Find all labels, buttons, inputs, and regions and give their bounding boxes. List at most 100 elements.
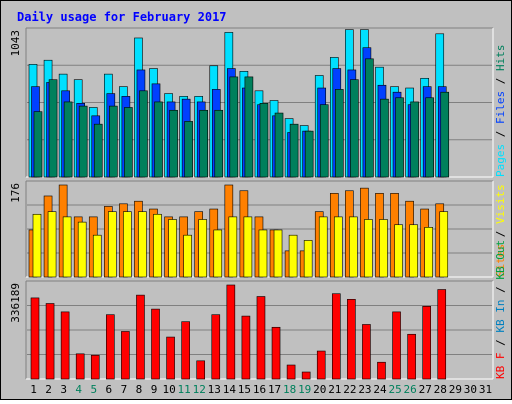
x-tick-day-16: 16	[253, 383, 266, 396]
kb-bar-kb-f-day-8	[136, 294, 145, 380]
legend-files: Files	[494, 91, 507, 124]
chart-title: Daily usage for February 2017	[17, 10, 227, 24]
kb-bar-kb-f-day-15	[241, 315, 251, 380]
visits-sites-bar-sites-day-9	[153, 213, 162, 278]
visits-sites-bar-sites-day-2	[47, 211, 57, 278]
kb-bar-kb-f-day-25	[392, 311, 401, 380]
kb-bar-kb-f-day-24	[377, 361, 386, 380]
kb-bar-kb-f-day-16	[256, 296, 266, 380]
visits-sites-bar-sites-day-14	[228, 216, 238, 278]
visits-sites-bar-sites-day-16	[258, 229, 268, 278]
kb-bar-kb-f-day-14	[226, 284, 236, 380]
visits-sites-bar-sites-day-11	[183, 234, 192, 278]
x-tick-day-13: 13	[208, 383, 221, 396]
visits-sites-legend: Sites / Visits	[494, 184, 507, 277]
x-tick-day-17: 17	[268, 383, 281, 396]
x-tick-day-29: 29	[449, 383, 462, 396]
kb-bar-kb-f-day-2	[45, 303, 55, 380]
kb-bar-kb-f-day-3	[60, 311, 70, 380]
x-tick-day-30: 30	[464, 383, 477, 396]
kb-bar-kb-f-day-27	[422, 306, 431, 380]
visits-sites-bar-sites-day-4	[77, 221, 87, 278]
hits-files-pages-bar-pages-day-3	[63, 101, 73, 178]
legend-separator: /	[494, 280, 507, 300]
x-axis-labels: 1 2 3 4 5 6 7 8 9 10 11 12 13 14 15 16 17 18 19 20 21 22 23 24 2…	[30, 383, 492, 396]
visits-sites-bar-sites-day-25	[394, 224, 403, 278]
hits-files-pages-bar-pages-day-19	[304, 130, 314, 178]
hits-files-pages-bar-pages-day-13	[214, 109, 224, 178]
hits-files-pages-bar-pages-day-1	[33, 111, 43, 178]
x-tick-day-21: 21	[328, 383, 341, 396]
visits-sites-bar-sites-day-10	[168, 219, 177, 278]
legend-sites: Sites	[494, 244, 507, 277]
kb-y-max-label: 336189	[9, 283, 22, 323]
x-tick-day-18: 18	[283, 383, 296, 396]
kb-bar-kb-f-day-28	[437, 289, 447, 380]
x-tick-day-27: 27	[419, 383, 432, 396]
visits-sites-bar-sites-day-19	[303, 240, 313, 278]
kb-bar-kb-f-day-20	[316, 350, 326, 380]
visits-sites-bar-sites-day-17	[273, 229, 283, 278]
visits-sites-bar-sites-day-5	[92, 234, 102, 278]
legend-kb-out: KB Out	[494, 240, 507, 280]
visits-sites-bar-sites-day-26	[409, 224, 418, 278]
legend-separator: /	[494, 333, 507, 353]
visits-sites-y-max-label: 176	[9, 183, 22, 203]
hits-files-pages-bar-pages-day-22	[350, 79, 359, 178]
x-tick-day-7: 7	[121, 383, 128, 396]
visits-sites-bar-sites-day-7	[123, 211, 132, 278]
x-tick-day-19: 19	[298, 383, 311, 396]
hits-files-pages-bar-pages-day-17	[274, 112, 284, 178]
hits-files-pages-panel: 1043 Pages / Files / Hits	[9, 27, 507, 178]
x-tick-day-1: 1	[30, 383, 37, 396]
hits-files-pages-bar-pages-day-21	[334, 89, 344, 178]
kb-bar-kb-f-day-17	[271, 326, 281, 380]
hits-files-pages-bar-pages-day-5	[93, 123, 103, 178]
kb-bar-kb-f-day-1	[30, 297, 40, 380]
x-tick-day-24: 24	[373, 383, 387, 396]
kb-bar-kb-f-day-4	[75, 353, 85, 380]
visits-sites-bar-sites-day-21	[333, 216, 343, 278]
visits-sites-bar-sites-day-13	[213, 229, 223, 278]
x-tick-day-9: 9	[151, 383, 158, 396]
x-tick-day-2: 2	[45, 383, 52, 396]
hits-files-pages-bar-pages-day-2	[48, 79, 58, 178]
legend-visits: Visits	[494, 184, 507, 224]
x-tick-day-3: 3	[60, 383, 67, 396]
hits-files-pages-bar-pages-day-15	[244, 76, 254, 178]
hits-files-pages-bar-pages-day-4	[78, 105, 88, 178]
x-tick-day-15: 15	[238, 383, 251, 396]
legend-separator: /	[494, 224, 507, 244]
x-tick-day-26: 26	[404, 383, 417, 396]
hits-files-pages-bar-pages-day-27	[425, 97, 434, 178]
x-tick-day-4: 4	[75, 383, 82, 396]
x-tick-day-8: 8	[136, 383, 143, 396]
legend-kb-in: KB In	[494, 300, 507, 333]
kb-bar-kb-f-day-9	[151, 308, 160, 380]
hits-files-pages-bar-pages-day-26	[410, 101, 419, 178]
hits-files-pages-y-max-label: 1043	[9, 30, 22, 57]
visits-sites-bar-sites-day-6	[108, 211, 117, 278]
legend-separator: /	[494, 124, 507, 144]
hits-files-pages-bar-pages-day-25	[395, 97, 404, 178]
kb-bar-kb-f-day-22	[347, 299, 356, 380]
visits-sites-bar-sites-day-22	[349, 216, 358, 278]
hits-files-pages-bar-pages-day-20	[319, 104, 329, 178]
x-tick-day-23: 23	[358, 383, 371, 396]
legend-hits: Hits	[494, 45, 507, 72]
hits-files-pages-bar-pages-day-16	[259, 103, 269, 178]
kb-bar-kb-f-day-7	[121, 331, 130, 380]
kb-bar-kb-f-day-26	[407, 333, 416, 380]
kb-legend: KB F / KB In / KB Out	[494, 240, 507, 379]
legend-kb-f: KB F	[494, 353, 507, 380]
hits-files-pages-bar-pages-day-10	[169, 109, 178, 178]
kb-bar-kb-f-day-12	[196, 360, 206, 380]
kb-bar-kb-f-day-23	[362, 324, 371, 380]
x-tick-day-28: 28	[434, 383, 447, 396]
x-tick-day-10: 10	[162, 383, 175, 396]
legend-separator: /	[494, 71, 507, 91]
hits-files-pages-bar-pages-day-28	[440, 91, 450, 178]
visits-sites-bar-sites-day-8	[138, 211, 147, 278]
hits-files-pages-bar-pages-day-24	[380, 98, 389, 178]
